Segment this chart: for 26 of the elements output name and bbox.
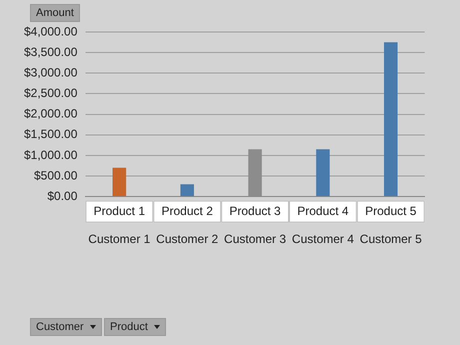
y-tick-label: $0.00 xyxy=(47,188,78,203)
y-tick-label: $1,000.00 xyxy=(24,148,78,162)
y-tick-label: $4,000.00 xyxy=(24,24,78,38)
text: Amount xyxy=(30,4,80,22)
x-tick-label: Customer 1 xyxy=(88,232,151,246)
x-tick-label: Customer 4 xyxy=(292,232,354,246)
text: Product 1 xyxy=(94,204,146,218)
text: Product 3 xyxy=(229,204,282,218)
y-tick-label: $3,000.00 xyxy=(24,65,78,80)
text: Customer xyxy=(30,318,102,336)
bar xyxy=(384,42,398,196)
y-tick-label: $2,000.00 xyxy=(24,106,78,121)
x-tick-label: Customer 5 xyxy=(360,232,422,246)
bar xyxy=(112,168,126,196)
text: Product 2 xyxy=(162,204,214,218)
x-tick-label: Customer 3 xyxy=(224,232,286,246)
x-tick-label: Customer 2 xyxy=(156,232,219,246)
text: Product xyxy=(104,318,166,336)
y-tick-label: $1,500.00 xyxy=(24,127,78,142)
text: Product 4 xyxy=(297,204,349,218)
y-tick-label: $3,500.00 xyxy=(24,44,78,59)
bar xyxy=(180,184,194,196)
text: Product 5 xyxy=(365,204,417,218)
bar xyxy=(316,149,330,196)
y-tick-label: $2,500.00 xyxy=(24,86,78,100)
y-tick-label: $500.00 xyxy=(34,168,78,182)
